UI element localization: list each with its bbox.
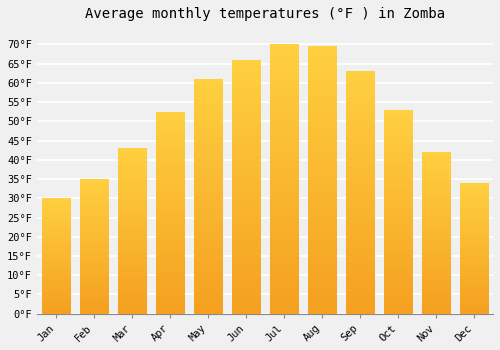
Title: Average monthly temperatures (°F ) in Zomba: Average monthly temperatures (°F ) in Zo… [85,7,445,21]
